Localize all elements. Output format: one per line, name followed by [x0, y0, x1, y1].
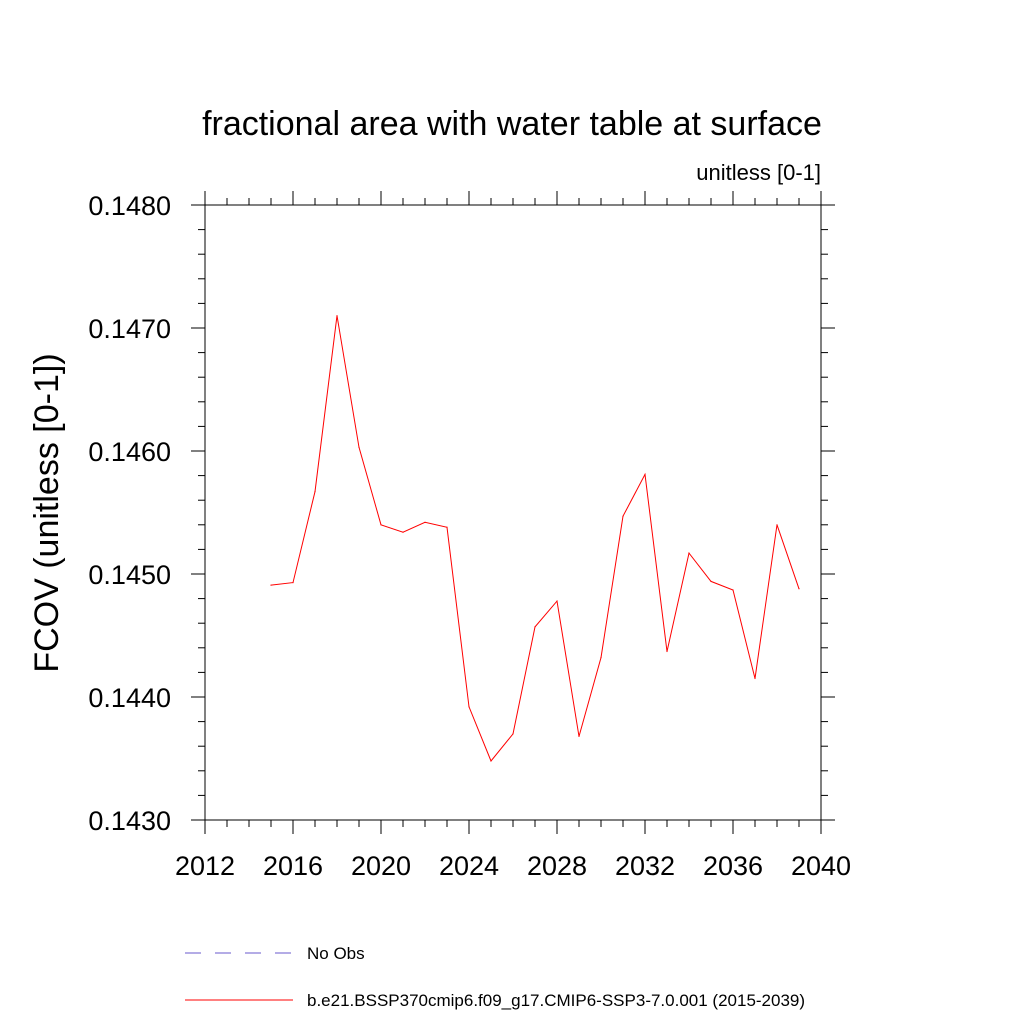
- data-point: [336, 315, 338, 317]
- data-point: [468, 706, 470, 708]
- data-point: [380, 524, 382, 526]
- y-tick-labels: 0.1430 0.1440 0.1450 0.1460 0.1470 0.1480: [88, 191, 171, 836]
- chart-title: fractional area with water table at surf…: [202, 105, 822, 143]
- y-tick-label: 0.1460: [88, 437, 171, 467]
- x-tick-labels: 2012 2016 2020 2024 2028 2032 2036 2040: [175, 851, 851, 881]
- legend: No Obs b.e21.BSSP370cmip6.f09_g17.CMIP6-…: [185, 944, 805, 1010]
- data-point: [446, 526, 448, 528]
- data-point: [798, 588, 800, 590]
- data-point: [358, 446, 360, 448]
- axis-ticks: [191, 191, 835, 834]
- x-tick-label: 2016: [263, 851, 323, 881]
- y-tick-label: 0.1430: [88, 806, 171, 836]
- data-point: [270, 584, 272, 586]
- y-tick-label: 0.1450: [88, 560, 171, 590]
- data-point: [490, 760, 492, 762]
- x-tick-label: 2028: [527, 851, 587, 881]
- y-axis-label: FCOV (unitless [0-1]): [28, 353, 66, 672]
- data-point: [292, 582, 294, 584]
- x-tick-label: 2020: [351, 851, 411, 881]
- data-point: [732, 589, 734, 591]
- x-tick-label: 2032: [615, 851, 675, 881]
- data-point: [600, 657, 602, 659]
- data-point: [556, 600, 558, 602]
- x-tick-label: 2040: [791, 851, 851, 881]
- data-point: [688, 552, 690, 554]
- y-tick-label: 0.1480: [88, 191, 171, 221]
- data-point: [402, 531, 404, 533]
- series-line: [270, 315, 800, 762]
- chart-subtitle: unitless [0-1]: [696, 160, 821, 185]
- data-point: [776, 524, 778, 526]
- data-point: [710, 580, 712, 582]
- legend-label-model-run: b.e21.BSSP370cmip6.f09_g17.CMIP6-SSP3-7.…: [307, 991, 805, 1010]
- y-tick-label: 0.1470: [88, 314, 171, 344]
- data-point: [512, 733, 514, 735]
- x-tick-label: 2024: [439, 851, 499, 881]
- data-series: [270, 315, 800, 762]
- data-point: [666, 650, 668, 653]
- data-point: [578, 735, 580, 737]
- plot-frame: [204, 204, 822, 821]
- data-point: [314, 490, 316, 493]
- data-point: [534, 626, 536, 628]
- x-tick-label: 2012: [175, 851, 235, 881]
- x-tick-label: 2036: [703, 851, 763, 881]
- data-point: [622, 515, 624, 517]
- legend-label-no-obs: No Obs: [307, 944, 365, 963]
- data-point: [754, 677, 756, 680]
- data-point: [424, 521, 426, 523]
- y-tick-label: 0.1440: [88, 683, 171, 713]
- data-point: [644, 473, 646, 475]
